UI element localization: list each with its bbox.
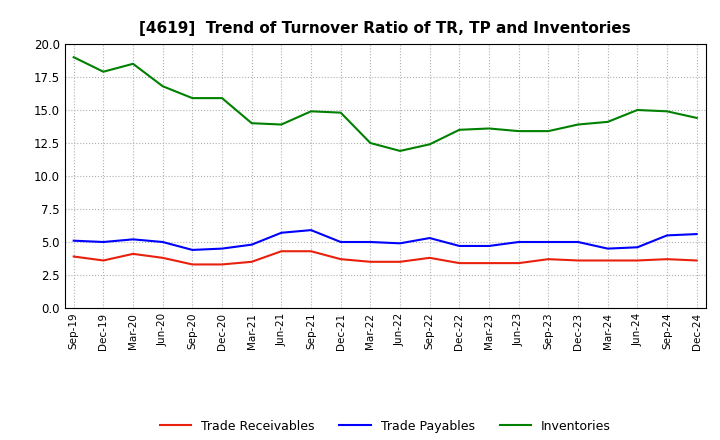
Trade Payables xyxy=(366,239,374,245)
Trade Payables xyxy=(188,247,197,253)
Trade Receivables xyxy=(455,260,464,266)
Trade Receivables xyxy=(336,257,345,262)
Inventories xyxy=(277,122,286,127)
Inventories xyxy=(69,55,78,60)
Inventories xyxy=(366,140,374,146)
Line: Trade Receivables: Trade Receivables xyxy=(73,251,697,264)
Trade Receivables xyxy=(662,257,671,262)
Inventories xyxy=(485,126,493,131)
Trade Payables xyxy=(277,230,286,235)
Trade Payables xyxy=(69,238,78,243)
Inventories xyxy=(662,109,671,114)
Trade Receivables xyxy=(217,262,226,267)
Inventories xyxy=(336,110,345,115)
Inventories xyxy=(514,128,523,134)
Inventories xyxy=(693,115,701,121)
Trade Receivables xyxy=(277,249,286,254)
Inventories xyxy=(633,107,642,113)
Trade Payables xyxy=(396,241,405,246)
Trade Receivables xyxy=(544,257,553,262)
Trade Receivables xyxy=(158,255,167,260)
Trade Payables xyxy=(633,245,642,250)
Trade Payables xyxy=(455,243,464,249)
Trade Payables xyxy=(544,239,553,245)
Trade Receivables xyxy=(633,258,642,263)
Trade Receivables xyxy=(366,259,374,264)
Trade Payables xyxy=(129,237,138,242)
Trade Receivables xyxy=(307,249,315,254)
Trade Payables xyxy=(662,233,671,238)
Trade Payables xyxy=(307,227,315,233)
Trade Payables xyxy=(248,242,256,247)
Trade Receivables xyxy=(129,251,138,257)
Trade Payables xyxy=(426,235,434,241)
Inventories xyxy=(158,84,167,89)
Trade Receivables xyxy=(485,260,493,266)
Line: Inventories: Inventories xyxy=(73,57,697,151)
Inventories xyxy=(574,122,582,127)
Trade Receivables xyxy=(69,254,78,259)
Trade Payables xyxy=(514,239,523,245)
Trade Receivables xyxy=(99,258,108,263)
Inventories xyxy=(426,142,434,147)
Trade Receivables xyxy=(248,259,256,264)
Inventories xyxy=(248,121,256,126)
Inventories xyxy=(307,109,315,114)
Inventories xyxy=(544,128,553,134)
Trade Receivables xyxy=(574,258,582,263)
Trade Payables xyxy=(158,239,167,245)
Trade Payables xyxy=(485,243,493,249)
Legend: Trade Receivables, Trade Payables, Inventories: Trade Receivables, Trade Payables, Inven… xyxy=(155,414,616,437)
Trade Receivables xyxy=(603,258,612,263)
Inventories xyxy=(99,69,108,74)
Inventories xyxy=(129,61,138,66)
Trade Receivables xyxy=(693,258,701,263)
Line: Trade Payables: Trade Payables xyxy=(73,230,697,250)
Trade Receivables xyxy=(396,259,405,264)
Inventories xyxy=(603,119,612,125)
Trade Payables xyxy=(574,239,582,245)
Trade Receivables xyxy=(426,255,434,260)
Inventories xyxy=(455,127,464,132)
Trade Payables xyxy=(693,231,701,237)
Inventories xyxy=(217,95,226,101)
Trade Receivables xyxy=(514,260,523,266)
Trade Payables xyxy=(99,239,108,245)
Trade Receivables xyxy=(188,262,197,267)
Inventories xyxy=(396,148,405,154)
Title: [4619]  Trend of Turnover Ratio of TR, TP and Inventories: [4619] Trend of Turnover Ratio of TR, TP… xyxy=(140,21,631,36)
Inventories xyxy=(188,95,197,101)
Trade Payables xyxy=(217,246,226,251)
Trade Payables xyxy=(336,239,345,245)
Trade Payables xyxy=(603,246,612,251)
